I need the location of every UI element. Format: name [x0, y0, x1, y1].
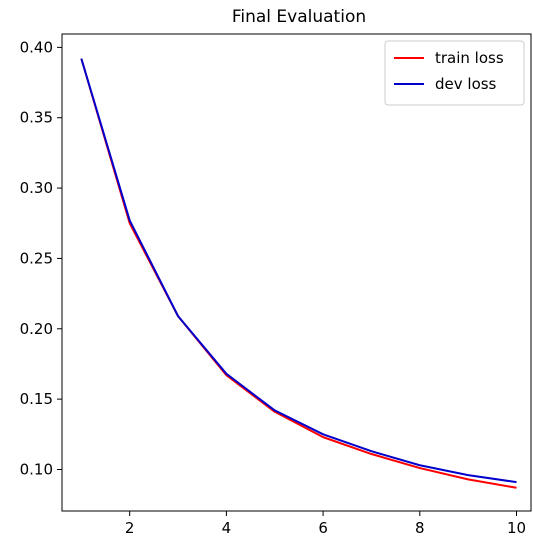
x-tick-label: 10 [507, 519, 526, 537]
chart-title: Final Evaluation [232, 7, 366, 27]
x-tick-label: 6 [318, 519, 328, 537]
y-tick-label: 0.15 [20, 390, 53, 408]
x-tick-label: 2 [125, 519, 135, 537]
legend-label: train loss [435, 49, 504, 67]
plot-area-frame [61, 33, 532, 512]
x-tick-label: 4 [222, 519, 232, 537]
legend-label: dev loss [435, 75, 497, 93]
series-lines [80, 58, 517, 489]
series-line-dev-loss [80, 58, 517, 484]
y-tick-label: 0.40 [20, 38, 53, 56]
legend: train loss dev loss [384, 40, 525, 106]
y-tick-label: 0.35 [20, 109, 53, 127]
y-tick-label: 0.30 [20, 179, 53, 197]
x-tick-label: 8 [415, 519, 425, 537]
y-tick-label: 0.10 [20, 460, 53, 478]
y-axis: 0.10 0.15 0.20 0.25 0.30 0.35 0.40 [20, 38, 62, 478]
y-tick-label: 0.25 [20, 249, 53, 267]
x-axis: 2 4 6 8 10 [125, 511, 526, 537]
y-tick-label: 0.20 [20, 320, 53, 338]
